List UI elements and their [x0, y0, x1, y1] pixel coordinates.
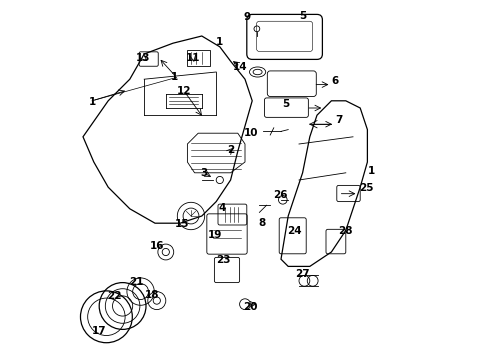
Text: 2: 2 [227, 145, 234, 156]
Text: 1: 1 [368, 166, 375, 176]
Text: 20: 20 [244, 302, 258, 312]
Text: 21: 21 [129, 276, 144, 287]
Text: 23: 23 [216, 255, 231, 265]
Text: 12: 12 [176, 86, 191, 96]
Text: 27: 27 [295, 269, 310, 279]
Text: 18: 18 [145, 290, 159, 300]
Text: 22: 22 [107, 291, 122, 301]
Text: 1: 1 [88, 96, 96, 107]
Text: 11: 11 [186, 53, 200, 63]
Text: 26: 26 [273, 190, 288, 200]
Text: 7: 7 [336, 115, 343, 125]
Text: 28: 28 [338, 226, 352, 236]
Text: 14: 14 [233, 62, 247, 72]
Text: 8: 8 [259, 218, 266, 228]
Text: 1: 1 [216, 37, 223, 48]
Text: 15: 15 [175, 219, 189, 229]
Text: 10: 10 [244, 128, 258, 138]
Text: 3: 3 [200, 168, 207, 178]
Text: 5: 5 [282, 99, 290, 109]
Text: 4: 4 [219, 203, 226, 213]
Text: 25: 25 [360, 183, 374, 193]
Text: 13: 13 [136, 53, 151, 63]
Text: 6: 6 [331, 76, 339, 86]
Text: 1: 1 [171, 72, 178, 82]
Text: 19: 19 [208, 230, 222, 240]
Text: 17: 17 [92, 326, 107, 336]
Text: 9: 9 [244, 12, 251, 22]
Text: 16: 16 [149, 240, 164, 251]
Text: 24: 24 [287, 226, 301, 236]
Text: 5: 5 [299, 11, 306, 21]
